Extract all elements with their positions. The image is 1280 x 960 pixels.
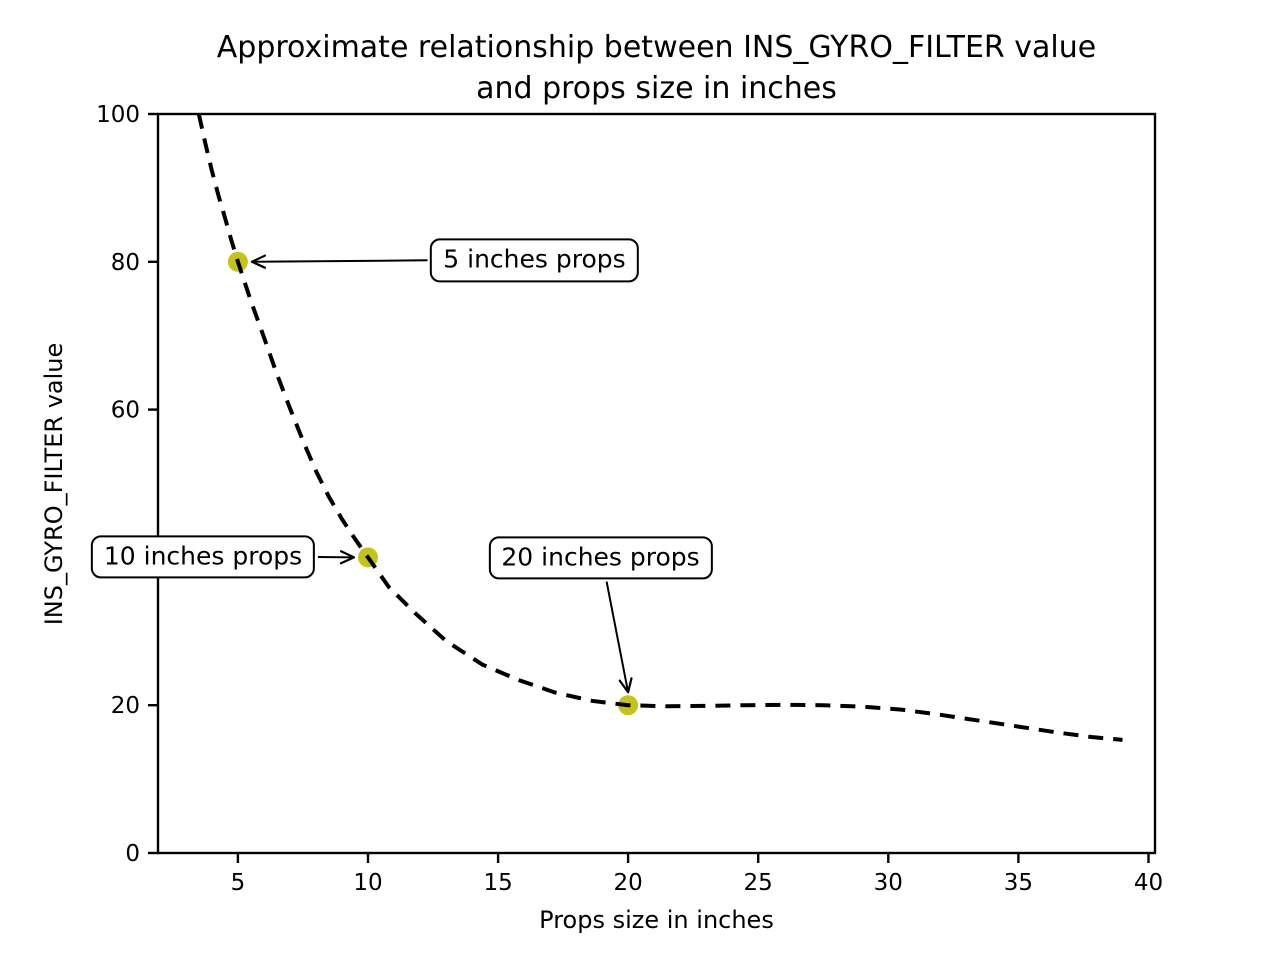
x-tick-label: 10 [353, 870, 382, 896]
y-tick-label: 0 [125, 841, 140, 867]
y-axis-label: INS_GYRO_FILTER value [40, 342, 68, 626]
data-point-markers [227, 251, 639, 716]
y-tick-label: 80 [111, 250, 140, 276]
chart-title: Approximate relationship between INS_GYR… [158, 27, 1155, 109]
relationship-curve-layer [196, 113, 1123, 742]
annotation-arrows [250, 254, 633, 694]
relationship-curve [196, 113, 1123, 742]
y-tick-label: 100 [96, 102, 140, 128]
annotation-label: 20 inches props [501, 542, 700, 572]
plot-border [156, 112, 1157, 855]
annotation-label: 10 inches props [103, 541, 303, 571]
annotation-box-10-inches: 10 inches props [90, 535, 316, 579]
chart-title-line2: and props size in inches [476, 71, 837, 106]
annotation-arrow [250, 254, 428, 269]
annotation-label: 5 inches props [443, 244, 626, 274]
x-axis-label: Props size in inches [539, 906, 774, 934]
x-tick-label: 30 [874, 870, 903, 896]
annotation-box-20-inches: 20 inches props [488, 536, 713, 580]
annotation-arrow [605, 581, 633, 694]
x-tick-label: 15 [483, 870, 512, 896]
annotation-box-5-inches: 5 inches props [430, 238, 639, 282]
x-tick-label: 5 [231, 870, 246, 896]
x-tick-label: 40 [1134, 870, 1163, 896]
x-tick-label: 35 [1004, 870, 1033, 896]
y-tick-label: 20 [111, 693, 140, 719]
axes-layer: 510152025303540020406080100 [96, 102, 1163, 896]
y-tick-label: 60 [111, 398, 140, 424]
chart-title-line1: Approximate relationship between INS_GYR… [216, 30, 1097, 65]
x-tick-label: 25 [744, 870, 773, 896]
x-tick-label: 20 [613, 870, 642, 896]
